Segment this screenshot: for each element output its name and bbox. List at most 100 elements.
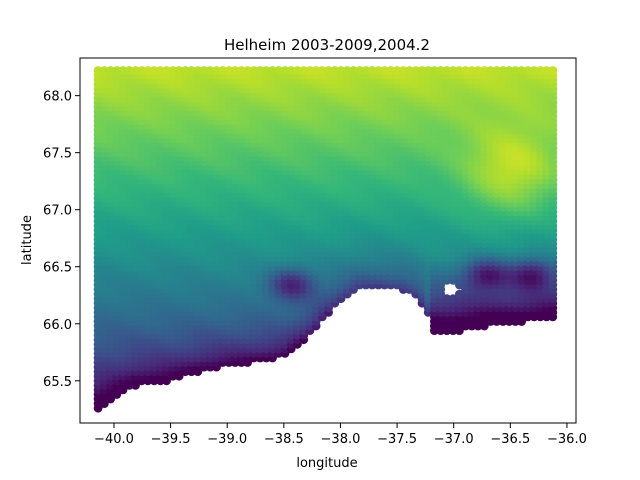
scatter-point [430,66,439,75]
scatter-point [386,66,396,75]
scatter-point [193,66,203,75]
scatter-point [448,66,458,75]
scatter-point [255,66,265,75]
scatter-point [205,66,215,75]
scatter-point [523,66,533,75]
scatter-point [131,66,140,75]
scatter-point [224,66,234,75]
y-axis-label: latitude [20,215,35,265]
scatter-point [398,66,408,75]
x-tick-label: −38.5 [264,432,304,447]
scatter-point [411,66,421,75]
scatter-point [218,66,228,75]
y-axis: 65.5 66.0 66.5 67.0 67.5 68.0 [43,90,80,390]
x-tick-label: −38.0 [321,432,361,447]
x-tick-label: −40.0 [94,432,134,447]
scatter-point [106,66,115,75]
scatter-point [467,66,477,75]
scatter-point [442,66,452,75]
scatter-point [112,66,122,75]
scatter-point [342,66,352,75]
x-tick-label: −39.5 [151,432,191,447]
x-tick-label: −37.5 [377,432,417,447]
scatter-point [330,66,340,75]
scatter-point [548,66,558,75]
scatter-point [542,66,551,75]
scatter-point [486,66,495,75]
scatter-point [162,66,172,75]
scatter-point [455,66,464,75]
scatter-point [156,66,165,75]
scatter-point [187,66,196,75]
scatter-point [479,66,489,75]
y-tick-label: 65.5 [43,375,72,390]
scatter-point [473,66,483,75]
scatter-point [529,66,539,75]
scatter-point [455,289,464,299]
scatter-point [180,66,190,75]
x-tick-label: −36.5 [490,432,530,447]
scatter-point [261,66,271,75]
chart-title: Helheim 2003-2009,2004.2 [224,36,430,54]
scatter-point [511,66,520,75]
scatter-point [374,66,383,75]
scatter-point [286,66,296,75]
scatter-point [448,294,458,304]
scatter-point [99,66,109,75]
scatter-point [442,294,452,304]
y-tick-label: 68.0 [43,90,72,105]
scatter-point [237,66,246,75]
y-tick-label: 67.5 [43,147,72,162]
plot-frame [79,57,577,424]
scatter-point [124,66,134,75]
scatter-point [324,66,333,75]
scatter-point [293,66,302,75]
scatter-point [174,66,184,75]
scatter-point [280,66,290,75]
scatter-point [504,66,514,75]
scatter-point [118,66,128,75]
scatter-point [305,66,315,75]
scatter-point [436,66,446,75]
scatter-point [423,66,433,75]
scatter-point [268,66,277,75]
x-tick-label: −39.0 [207,432,247,447]
scatter-point [137,66,147,75]
scatter-point [249,66,259,75]
scatter-point [535,66,545,75]
scatter-point [93,66,103,75]
scatter-point [336,66,346,75]
scatter-point [212,66,221,75]
scatter-point [199,66,209,75]
scatter-point [417,66,427,75]
scatter-point [355,66,365,75]
x-axis-label: longitude [296,456,357,471]
scatter-point [461,66,470,75]
y-tick-label: 66.0 [43,318,72,333]
scatter-point [299,66,309,75]
scatter-point [380,66,389,75]
x-tick-label: −36.0 [547,432,587,447]
scatter-point [317,66,327,75]
scatter-point [492,66,502,75]
scatter-point [149,66,159,75]
scatter-point [243,66,253,75]
scatter-point [367,66,377,75]
scatter-point [498,66,508,75]
scatter-points [93,66,558,413]
scatter-point [405,66,414,75]
scatter-point [274,66,284,75]
x-axis: −40.0 −39.5 −39.0 −38.5 −38.0 −37.5 −37.0 −36.5… [94,423,587,447]
scatter-point [311,66,321,75]
y-tick-label: 66.5 [43,261,72,276]
scatter-point [143,66,153,75]
scatter-point [230,66,240,75]
scatter-point [517,66,526,75]
scatter-point [361,66,371,75]
y-tick-label: 67.0 [43,204,72,219]
scatter-point [349,66,358,75]
scatter-point [392,66,402,75]
scatter-point [168,66,178,75]
x-tick-label: −37.0 [434,432,474,447]
